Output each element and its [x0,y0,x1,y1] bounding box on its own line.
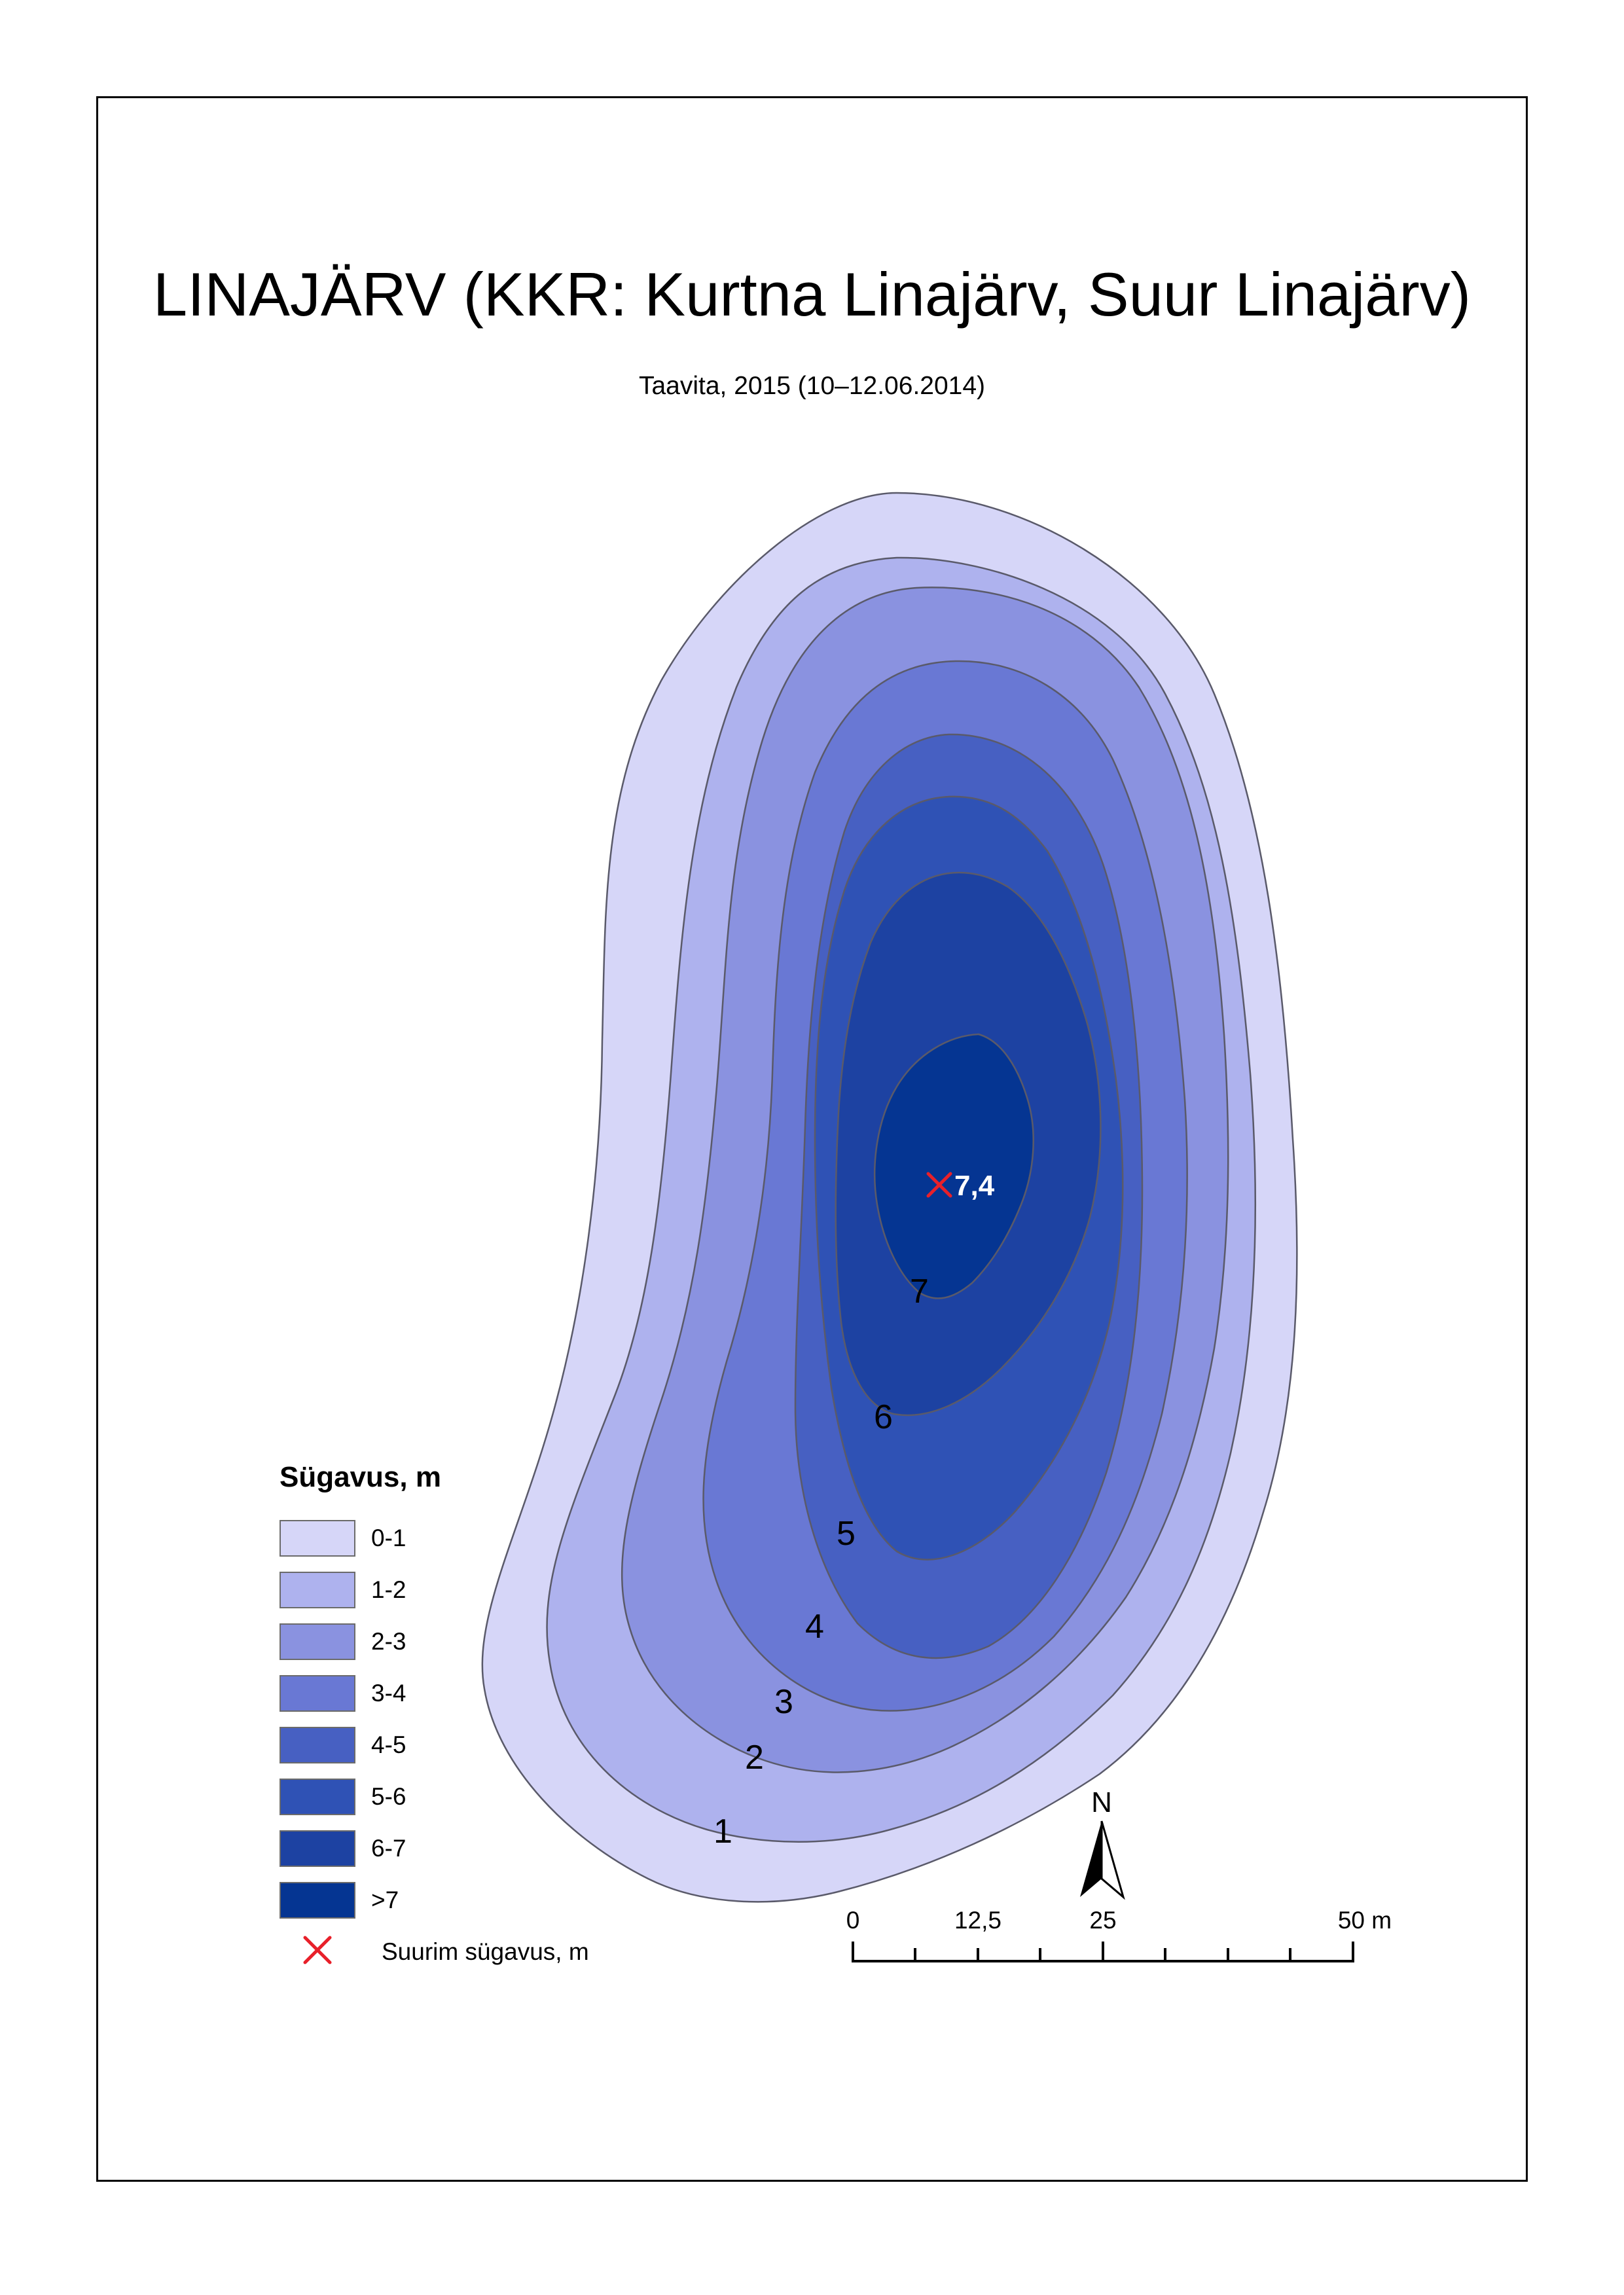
contour-label-1: 1 [713,1813,732,1851]
legend-item-max-depth: Suurim sügavus, m [280,1926,589,1978]
legend-swatch [280,1623,355,1660]
map-title: LINAJÄRV (KKR: Kurtna Linajärv, Suur Lin… [153,260,1471,329]
scale-tick-12-5: 12,5 [954,1907,1001,1934]
legend-item: 2-3 [280,1616,589,1667]
depth-zone-7-plus [874,1033,1034,1299]
scale-tick-0: 0 [846,1907,860,1934]
contour-label-5: 5 [837,1515,856,1553]
legend-item: 1-2 [280,1564,589,1616]
scale-bar: 0 12,5 25 50 m [846,1907,1392,1962]
legend-swatch [280,1674,355,1712]
legend-items: 0-1 1-2 2-3 3-4 4-5 5-6 6-7 >7 [280,1512,589,1926]
legend-title: Sügavus, m [280,1461,441,1493]
legend-item: 3-4 [280,1667,589,1719]
map-frame [96,96,1528,2182]
legend-item: 4-5 [280,1719,589,1771]
legend-item: 6-7 [280,1822,589,1874]
contour-label-6: 6 [874,1398,893,1436]
contour-label-7: 7 [910,1273,929,1310]
contour-label-3: 3 [774,1683,793,1721]
contour-labels: 1 2 3 4 5 6 7 [713,1273,929,1851]
legend-item: 5-6 [280,1771,589,1822]
legend-swatch [280,1726,355,1763]
legend-max-depth-label: Suurim sügavus, m [382,1938,589,1965]
legend-label: 6-7 [371,1834,406,1862]
max-depth-cross-icon [280,1934,355,1970]
scale-tick-50: 50 m [1338,1907,1392,1934]
legend-swatch [280,1778,355,1815]
depth-contours [481,492,1298,1903]
max-depth-value: 7,4 [954,1170,995,1202]
legend-swatch [280,1881,355,1919]
north-arrow-icon [1080,1821,1102,1897]
north-arrow-label: N [1091,1786,1112,1818]
legend-label: 3-4 [371,1679,406,1707]
legend-swatch [280,1519,355,1557]
legend-label: 4-5 [371,1731,406,1758]
legend-label: >7 [371,1886,399,1913]
max-depth-marker: 7,4 [926,1170,995,1202]
north-arrow: N [1080,1786,1125,1900]
legend-swatch [280,1830,355,1867]
contour-label-4: 4 [805,1608,824,1646]
legend-label: 2-3 [371,1627,406,1655]
scale-tick-25: 25 [1089,1907,1116,1934]
contour-label-2: 2 [745,1739,764,1777]
map-subtitle: Taavita, 2015 (10–12.06.2014) [638,372,986,400]
legend-label: 0-1 [371,1524,406,1551]
legend-item: >7 [280,1874,589,1926]
legend-label: 5-6 [371,1782,406,1810]
legend-label: 1-2 [371,1576,406,1603]
legend: Sügavus, m 0-1 1-2 2-3 3-4 4-5 5-6 6-7 >7 Suuri… [280,1461,589,1978]
legend-item: 0-1 [280,1512,589,1564]
max-depth-cross-icon [926,1172,952,1198]
legend-swatch [280,1571,355,1608]
